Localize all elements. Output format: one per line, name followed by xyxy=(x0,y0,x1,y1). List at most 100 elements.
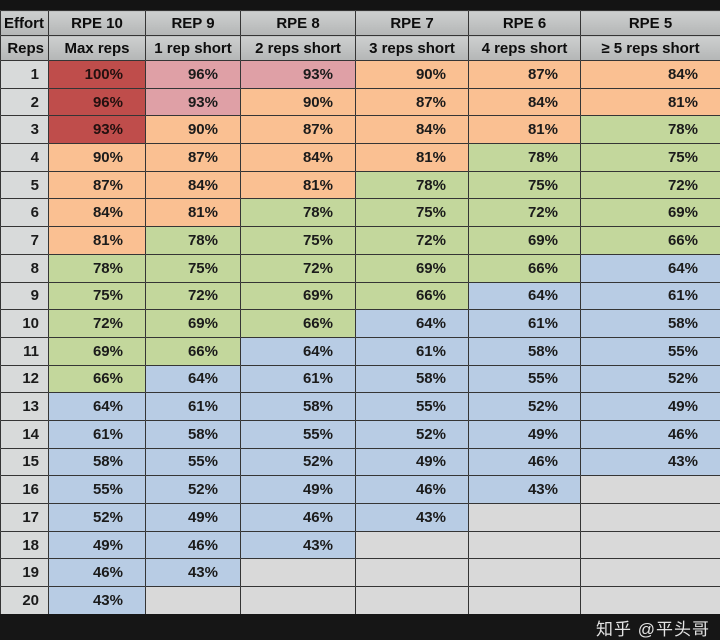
table-row: 1 100% 96% 93% 90% 87% 84% xyxy=(0,60,720,89)
empty-cell xyxy=(355,530,469,560)
percent-cell: 49% xyxy=(240,475,356,504)
empty-cell xyxy=(580,503,720,532)
empty-cell xyxy=(468,586,581,615)
rep-count-cell: 18 xyxy=(0,530,49,560)
percent-cell: 64% xyxy=(355,309,469,338)
percent-cell: 55% xyxy=(48,475,146,504)
percent-cell: 75% xyxy=(48,281,146,311)
percent-cell: 43% xyxy=(468,475,581,504)
empty-cell xyxy=(580,475,720,504)
percent-cell: 84% xyxy=(580,60,720,89)
percent-cell: 72% xyxy=(240,253,356,283)
percent-cell: 61% xyxy=(468,309,581,338)
percent-cell: 55% xyxy=(240,419,356,449)
table-row: 5 87% 84% 81% 78% 75% 72% xyxy=(0,170,720,200)
percent-cell: 64% xyxy=(240,336,356,366)
percent-cell: 49% xyxy=(145,503,241,532)
percent-cell: 61% xyxy=(355,336,469,366)
rep-count-cell: 14 xyxy=(0,419,49,449)
corner-header-effort: Effort xyxy=(0,10,49,36)
rep-count-cell: 8 xyxy=(0,253,49,283)
percent-cell: 75% xyxy=(240,226,356,255)
percent-cell: 49% xyxy=(48,530,146,560)
percent-cell: 43% xyxy=(48,586,146,615)
percent-cell: 84% xyxy=(145,170,241,200)
percent-cell: 66% xyxy=(145,336,241,366)
percent-cell: 69% xyxy=(355,253,469,283)
percent-cell: 72% xyxy=(355,226,469,255)
table-row: 8 78% 75% 72% 69% 66% 64% xyxy=(0,253,720,283)
percent-cell: 55% xyxy=(145,447,241,477)
percent-cell: 58% xyxy=(240,392,356,421)
header-row-reps: Reps Max reps 1 rep short 2 reps short 3 rep… xyxy=(0,35,720,61)
percent-cell: 46% xyxy=(145,530,241,560)
percent-cell: 90% xyxy=(145,115,241,145)
percent-cell: 90% xyxy=(355,60,469,89)
empty-cell xyxy=(580,558,720,588)
column-header-4: RPE 7 xyxy=(355,10,469,36)
percent-cell: 81% xyxy=(240,170,356,200)
rep-count-cell: 16 xyxy=(0,475,49,504)
percent-cell: 81% xyxy=(580,87,720,117)
percent-cell: 87% xyxy=(145,143,241,172)
column-subheader-5: 4 reps short xyxy=(468,35,581,61)
table-row: 14 61% 58% 55% 52% 49% 46% xyxy=(0,419,720,449)
rep-count-cell: 7 xyxy=(0,226,49,255)
percent-cell: 58% xyxy=(48,447,146,477)
percent-cell: 55% xyxy=(580,336,720,366)
percent-cell: 61% xyxy=(48,419,146,449)
percent-cell: 58% xyxy=(468,336,581,366)
percent-cell: 66% xyxy=(240,309,356,338)
percent-cell: 93% xyxy=(145,87,241,117)
empty-cell xyxy=(355,558,469,588)
rep-count-cell: 13 xyxy=(0,392,49,421)
percent-cell: 75% xyxy=(580,143,720,172)
percent-cell: 72% xyxy=(145,281,241,311)
rep-count-cell: 6 xyxy=(0,198,49,228)
bottom-bar: 知乎 @平头哥 xyxy=(0,614,720,640)
column-header-3: RPE 8 xyxy=(240,10,356,36)
percent-cell: 87% xyxy=(468,60,581,89)
percent-cell: 66% xyxy=(355,281,469,311)
percent-cell: 58% xyxy=(145,419,241,449)
rep-count-cell: 12 xyxy=(0,364,49,394)
percent-cell: 84% xyxy=(355,115,469,145)
table-row: 19 46% 43% xyxy=(0,558,720,588)
percent-cell: 96% xyxy=(145,60,241,89)
table-row: 17 52% 49% 46% 43% xyxy=(0,503,720,532)
table-row: 2 96% 93% 90% 87% 84% 81% xyxy=(0,87,720,117)
percent-cell: 66% xyxy=(468,253,581,283)
column-header-5: RPE 6 xyxy=(468,10,581,36)
column-subheader-6: ≥ 5 reps short xyxy=(580,35,720,61)
percent-cell: 55% xyxy=(468,364,581,394)
column-header-6: RPE 5 xyxy=(580,10,720,36)
rpe-chart-table: Effort RPE 10 REP 9 RPE 8 RPE 7 RPE 6 RPE 5 Re… xyxy=(0,10,720,615)
percent-cell: 52% xyxy=(240,447,356,477)
empty-cell xyxy=(145,586,241,615)
percent-cell: 64% xyxy=(580,253,720,283)
rep-count-cell: 4 xyxy=(0,143,49,172)
rep-count-cell: 9 xyxy=(0,281,49,311)
percent-cell: 46% xyxy=(355,475,469,504)
rep-count-cell: 10 xyxy=(0,309,49,338)
percent-cell: 81% xyxy=(468,115,581,145)
percent-cell: 78% xyxy=(48,253,146,283)
percent-cell: 49% xyxy=(580,392,720,421)
table-row: 16 55% 52% 49% 46% 43% xyxy=(0,475,720,504)
table-row: 13 64% 61% 58% 55% 52% 49% xyxy=(0,392,720,421)
percent-cell: 69% xyxy=(145,309,241,338)
percent-cell: 100% xyxy=(48,60,146,89)
table-row: 4 90% 87% 84% 81% 78% 75% xyxy=(0,143,720,172)
table-row: 3 93% 90% 87% 84% 81% 78% xyxy=(0,115,720,145)
percent-cell: 64% xyxy=(468,281,581,311)
percent-cell: 43% xyxy=(580,447,720,477)
percent-cell: 84% xyxy=(240,143,356,172)
percent-cell: 93% xyxy=(48,115,146,145)
corner-header-reps: Reps xyxy=(0,35,49,61)
percent-cell: 87% xyxy=(355,87,469,117)
percent-cell: 46% xyxy=(580,419,720,449)
table-row: 20 43% xyxy=(0,586,720,615)
percent-cell: 72% xyxy=(580,170,720,200)
percent-cell: 75% xyxy=(355,198,469,228)
